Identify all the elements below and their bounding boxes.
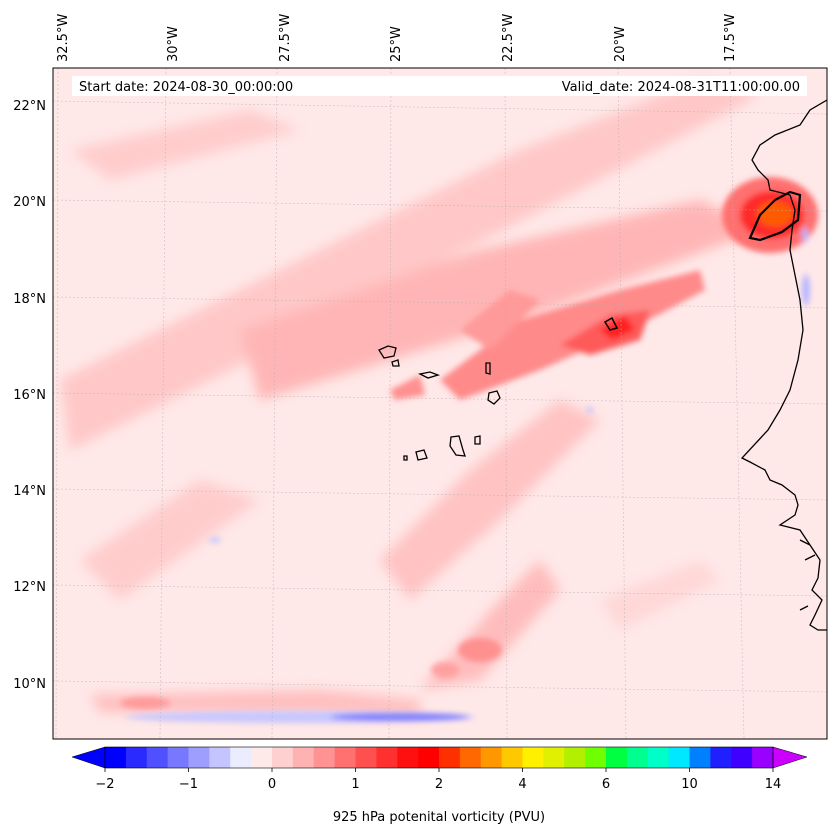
lon-label: 20°W: [613, 26, 628, 62]
lon-label: 22.5°W: [501, 14, 516, 62]
map-panel: [53, 68, 827, 739]
header-band: [72, 76, 807, 96]
start-date-label: Start date: 2024-08-30_00:00:00: [79, 80, 293, 95]
lat-label: 18°N: [13, 292, 46, 307]
colorbar-segment: [480, 747, 503, 768]
cape-verde-islands: [378, 345, 501, 461]
african-coastline: [740, 99, 827, 631]
colorbar-tick-label: −2: [95, 777, 114, 792]
colorbar-segment: [710, 747, 732, 768]
island-santiago: [449, 435, 466, 457]
colorbar-segment: [251, 747, 273, 768]
colorbar-segment: [564, 747, 586, 768]
colorbar-segment: [209, 747, 231, 768]
colorbar-segment: [334, 747, 357, 768]
colorbar-segment: [439, 747, 461, 768]
colorbar-segment: [397, 747, 419, 768]
lat-label: 20°N: [13, 195, 46, 210]
colorbar-segment: [689, 747, 711, 768]
island-fogo: [415, 449, 428, 461]
colorbar-segment: [292, 747, 315, 768]
colorbar-segment: [501, 747, 524, 768]
colorbar-segment: [376, 747, 398, 768]
colorbar-segment: [585, 747, 607, 768]
lon-label: 27.5°W: [278, 14, 293, 62]
longitude-labels: 32.5°W 30°W 27.5°W 25°W 22.5°W 20°W 17.5…: [56, 14, 738, 62]
colorbar-segment: [146, 747, 169, 768]
colorbar: −2 −1 0 1 2 4 6 10 14 925 hPa potenital vorticit…: [71, 746, 808, 825]
colorbar-tick-label: 0: [268, 777, 276, 792]
colorbar-segment: [731, 747, 753, 768]
island-brava: [403, 455, 408, 461]
island-sao-nicolau: [418, 371, 441, 379]
colorbar-tick-label: 2: [435, 777, 443, 792]
colorbar-tick-label: 1: [351, 777, 359, 792]
colorbar-segment: [543, 747, 565, 768]
lat-label: 12°N: [13, 580, 46, 595]
colorbar-segment: [313, 747, 336, 768]
colorbar-segment: [355, 747, 377, 768]
lat-label: 16°N: [13, 388, 46, 403]
map-background: [53, 68, 827, 739]
colorbar-tick-label: −1: [179, 777, 198, 792]
colorbar-label: 925 hPa potenital vorticity (PVU): [333, 810, 545, 825]
lon-label: 32.5°W: [56, 14, 71, 62]
colorbar-segment: [230, 747, 252, 768]
colorbar-segment: [125, 747, 148, 768]
high-pv-contours: [603, 190, 802, 331]
colorbar-tick-label: 14: [765, 777, 782, 792]
colorbar-segment: [752, 747, 774, 768]
colorbar-tick-label: 4: [518, 777, 526, 792]
lon-label: 25°W: [389, 26, 404, 62]
colorbar-tick-label: 10: [681, 777, 698, 792]
colorbar-segment: [647, 747, 670, 768]
pv-field: [60, 80, 818, 723]
colorbar-ticks: −2 −1 0 1 2 4 6 10 14: [95, 768, 781, 792]
colorbar-segment: [418, 747, 440, 768]
colorbar-segment: [459, 747, 482, 768]
colorbar-over-triangle: [772, 746, 808, 769]
valid-date-label: Valid_date: 2024-08-31T11:00:00.00: [562, 80, 800, 95]
colorbar-segment: [626, 747, 649, 768]
island-sao-vicente: [391, 359, 400, 367]
colorbar-segment: [606, 747, 628, 768]
lat-label: 10°N: [13, 677, 46, 692]
colorbar-segment: [105, 747, 127, 768]
island-maio: [474, 435, 481, 445]
island-boa-vista: [487, 390, 501, 405]
colorbar-segment: [272, 747, 294, 768]
lat-label: 22°N: [13, 99, 46, 114]
colorbar-segment: [188, 747, 210, 768]
lon-label: 30°W: [166, 26, 181, 62]
island-santo-antao: [378, 345, 397, 359]
latitude-labels: 22°N 20°N 18°N 16°N 14°N 12°N 10°N: [13, 99, 46, 692]
colorbar-tick-label: 6: [602, 777, 610, 792]
map-frame: [52, 67, 828, 740]
island-sal: [485, 362, 491, 375]
colorbar-segment: [668, 747, 691, 768]
lon-label: 17.5°W: [723, 14, 738, 62]
colorbar-segment: [522, 747, 544, 768]
colorbar-segment: [167, 747, 190, 768]
colorbar-segments: [105, 747, 774, 768]
colorbar-under-triangle: [71, 746, 106, 769]
gridlines: [53, 68, 827, 739]
lat-label: 14°N: [13, 484, 46, 499]
